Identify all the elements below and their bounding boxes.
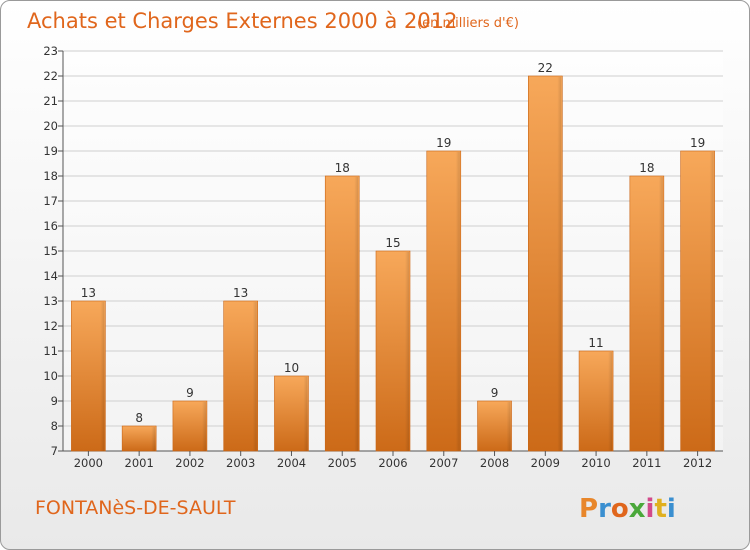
bar-2004: [274, 375, 309, 452]
value-label-2006: 15: [385, 236, 400, 250]
y-tick-label: 23: [43, 44, 58, 58]
bar-shade-2001: [151, 427, 156, 451]
bar-2000: [71, 300, 106, 452]
bar-shade-2012: [709, 152, 714, 451]
y-tick-label: 12: [43, 319, 58, 333]
y-tick-label: 20: [43, 119, 58, 133]
y-tick-label: 15: [43, 244, 58, 258]
bar-2002: [172, 400, 208, 452]
y-tick-label: 17: [43, 194, 58, 208]
y-tick-label: 14: [43, 269, 58, 283]
y-tick-label: 22: [43, 69, 58, 83]
bar-shade-2008: [506, 402, 511, 451]
y-tick-label: 16: [43, 219, 58, 233]
x-tick-label-2008: 2008: [480, 456, 509, 470]
value-label-2009: 22: [538, 61, 553, 75]
y-tick-label: 18: [43, 169, 58, 183]
y-tick-label: 8: [51, 419, 58, 433]
x-tick-label-2010: 2010: [581, 456, 610, 470]
bar-shade-2007: [455, 152, 460, 451]
value-label-2010: 11: [588, 336, 603, 350]
bar-2008: [477, 400, 512, 452]
bar-2011: [629, 175, 665, 452]
bar-2009: [528, 75, 563, 452]
bar-shade-2009: [557, 77, 562, 451]
y-tick-label: 9: [51, 394, 58, 408]
y-tick-label: 13: [43, 294, 58, 308]
bar-shade-2011: [658, 177, 663, 451]
y-tick-label: 21: [43, 94, 58, 108]
value-label-2000: 13: [81, 286, 96, 300]
brand-letter: i: [646, 494, 655, 524]
y-tick-label: 11: [43, 344, 58, 358]
bar-2007: [426, 150, 462, 452]
commune-name: FONTANèS-DE-SAULT: [35, 497, 236, 519]
value-label-2005: 18: [335, 161, 350, 175]
bar-2003: [223, 300, 258, 452]
value-label-2008: 9: [491, 386, 499, 400]
x-axis: 2000 2001 2002 2003 2004 2005 2006 2007 2008 2009…: [74, 451, 712, 470]
brand-letter: P: [579, 494, 598, 524]
value-label-2011: 18: [639, 161, 654, 175]
bar-shade-2004: [303, 377, 308, 451]
brand-letter: r: [598, 494, 611, 524]
proxiti-logo: Proxiti: [579, 494, 676, 524]
bar-shade-2010: [608, 352, 613, 451]
bar-2005: [324, 175, 360, 452]
brand-letter: i: [667, 494, 676, 524]
bar-2010: [578, 350, 614, 452]
bar-2006: [375, 250, 411, 452]
x-tick-label-2007: 2007: [429, 456, 458, 470]
brand-letter: x: [629, 494, 646, 524]
bar-shade-2000: [100, 302, 105, 451]
bars: 13 8 9 13 10 18 15 19 9 22 11 18 19: [71, 61, 715, 452]
value-label-2007: 19: [436, 136, 451, 150]
value-label-2001: 8: [135, 411, 143, 425]
y-tick-label: 10: [43, 369, 58, 383]
value-label-2003: 13: [233, 286, 248, 300]
x-tick-label-2002: 2002: [175, 456, 204, 470]
x-tick-label-2000: 2000: [74, 456, 103, 470]
brand-letter: o: [611, 494, 629, 524]
bar-shade-2002: [201, 402, 206, 451]
value-label-2002: 9: [186, 386, 194, 400]
bar-shade-2003: [252, 302, 257, 451]
x-tick-label-2012: 2012: [683, 456, 712, 470]
value-label-2004: 10: [284, 361, 299, 375]
x-tick-label-2009: 2009: [531, 456, 560, 470]
x-tick-label-2005: 2005: [328, 456, 357, 470]
x-tick-label-2001: 2001: [125, 456, 154, 470]
bar-shade-2005: [354, 177, 359, 451]
y-tick-label: 19: [43, 144, 58, 158]
bar-2001: [121, 425, 157, 452]
x-tick-label-2011: 2011: [632, 456, 661, 470]
chart-title: Achats et Charges Externes 2000 à 2012: [27, 9, 457, 33]
chart-unit: (en milliers d'€): [417, 16, 519, 31]
x-tick-label-2006: 2006: [378, 456, 407, 470]
x-tick-label-2003: 2003: [226, 456, 255, 470]
value-label-2012: 19: [690, 136, 705, 150]
y-tick-label: 7: [51, 444, 58, 458]
bar-2012: [680, 150, 715, 452]
brand-letter: t: [654, 494, 666, 524]
bar-shade-2006: [405, 252, 409, 451]
x-tick-label-2004: 2004: [277, 456, 306, 470]
